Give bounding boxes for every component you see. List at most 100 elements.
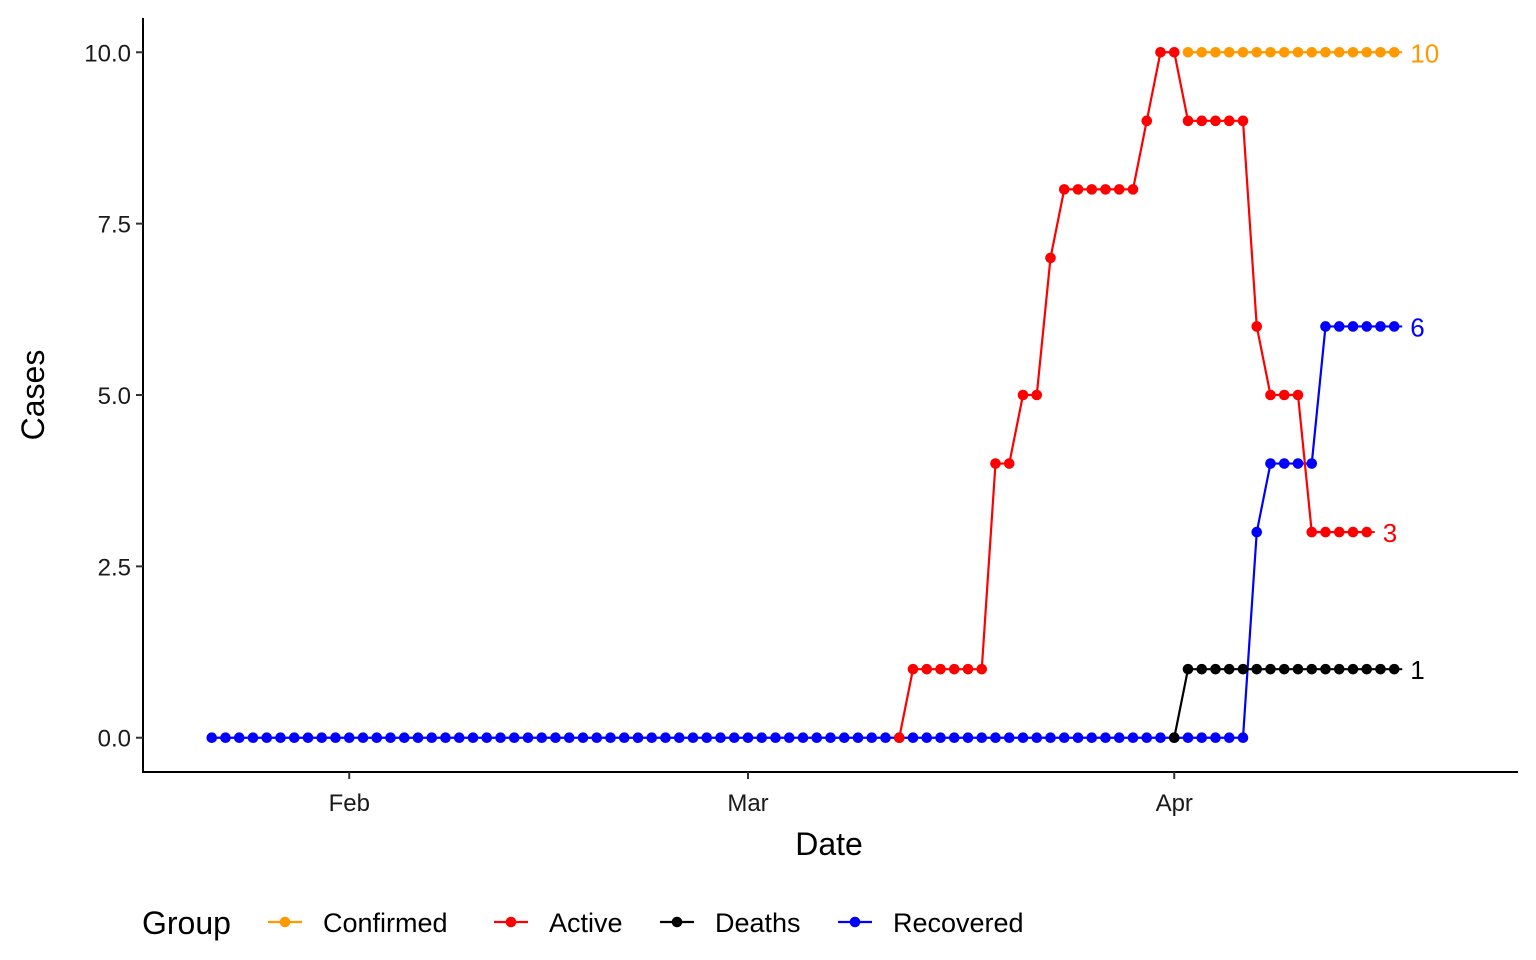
data-point [1182, 46, 1194, 58]
data-point [1031, 389, 1043, 401]
data-point [1182, 732, 1194, 744]
data-point [756, 732, 768, 744]
end-labels: 6 1 3 10 [1366, 38, 1439, 685]
data-point [1141, 732, 1153, 744]
data-point [1223, 663, 1235, 675]
data-point [921, 732, 933, 744]
data-point [412, 732, 424, 744]
data-point [935, 663, 946, 675]
data-point [783, 732, 795, 744]
legend-item-confirmed: Confirmed [268, 908, 448, 938]
data-point [1292, 46, 1304, 58]
legend-label: Recovered [893, 908, 1024, 938]
data-point [481, 732, 493, 744]
y-tick-label: 10.0 [84, 40, 131, 67]
data-point [330, 732, 341, 744]
legend-label: Deaths [715, 908, 801, 938]
data-point [1223, 115, 1235, 127]
data-point [357, 732, 369, 744]
data-point [1196, 46, 1208, 58]
data-point [426, 732, 438, 744]
data-point [1196, 115, 1208, 127]
data-point [770, 732, 781, 744]
y-ticks: 0.0 2.5 5.0 7.5 10.0 [84, 40, 143, 753]
data-point [288, 732, 300, 744]
data-point [1196, 663, 1208, 675]
y-tick-label: 0.0 [98, 726, 131, 753]
data-point [1292, 389, 1304, 401]
data-point [453, 732, 465, 744]
data-point [701, 732, 713, 744]
data-point [1375, 321, 1386, 332]
data-point [233, 732, 245, 744]
data-point [687, 732, 699, 744]
legend-items: Confirmed Active Deaths Recovered [268, 908, 1024, 938]
data-point [206, 732, 218, 744]
data-point [577, 732, 589, 744]
data-point [1031, 732, 1043, 744]
data-point [866, 732, 878, 744]
data-point [1251, 526, 1263, 538]
data-point [1278, 389, 1290, 401]
series-deaths [1168, 663, 1400, 744]
data-point [1223, 46, 1235, 58]
legend-label: Confirmed [323, 908, 448, 938]
data-point [563, 732, 575, 744]
data-point [1333, 526, 1345, 538]
data-point [1003, 458, 1015, 469]
data-point [1265, 663, 1276, 675]
data-point [1182, 115, 1194, 127]
data-point [646, 732, 658, 744]
data-point [1045, 732, 1056, 744]
y-tick-label: 2.5 [98, 554, 131, 581]
data-point [302, 732, 314, 744]
legend-key-point [505, 916, 517, 928]
data-point [907, 732, 919, 744]
end-label-active: 3 [1383, 518, 1397, 548]
data-point [398, 732, 410, 744]
data-point [1306, 458, 1318, 469]
data-point [1100, 732, 1111, 744]
data-point [660, 732, 671, 744]
data-point [1347, 526, 1359, 538]
data-point [811, 732, 823, 744]
data-point [1265, 46, 1276, 58]
data-point [962, 663, 974, 675]
data-point [1306, 663, 1318, 675]
data-point [1292, 663, 1304, 675]
data-point [935, 732, 946, 744]
data-point [990, 458, 1001, 469]
data-point [1017, 389, 1029, 401]
data-point [440, 732, 451, 744]
y-axis-title: Cases [15, 350, 51, 441]
x-tick-label: Apr [1156, 790, 1193, 817]
legend-key-point [279, 916, 291, 928]
data-point [1347, 663, 1359, 675]
data-point [1237, 115, 1249, 127]
data-point [1333, 663, 1345, 675]
y-tick-label: 7.5 [98, 212, 131, 239]
x-tick-label: Feb [329, 790, 370, 817]
end-label-recovered: 6 [1410, 312, 1424, 342]
data-point [838, 732, 850, 744]
series-line-deaths [1173, 668, 1395, 738]
series-active [893, 46, 1373, 744]
data-point [1003, 732, 1015, 744]
data-point [1210, 663, 1221, 675]
x-ticks: Feb Mar Apr [329, 772, 1193, 817]
series-line-recovered [211, 325, 1395, 739]
data-point [1155, 46, 1166, 58]
data-point [1210, 732, 1221, 744]
data-point [907, 663, 919, 675]
data-point [1237, 663, 1249, 675]
data-point [536, 732, 548, 744]
legend-item-active: Active [494, 908, 623, 938]
legend-item-recovered: Recovered [838, 908, 1024, 938]
data-point [1127, 732, 1139, 744]
end-label-deaths: 1 [1410, 655, 1424, 685]
series-confirmed [1182, 46, 1400, 58]
data-point [1237, 732, 1249, 744]
data-point [605, 732, 616, 744]
data-point [1058, 732, 1070, 744]
